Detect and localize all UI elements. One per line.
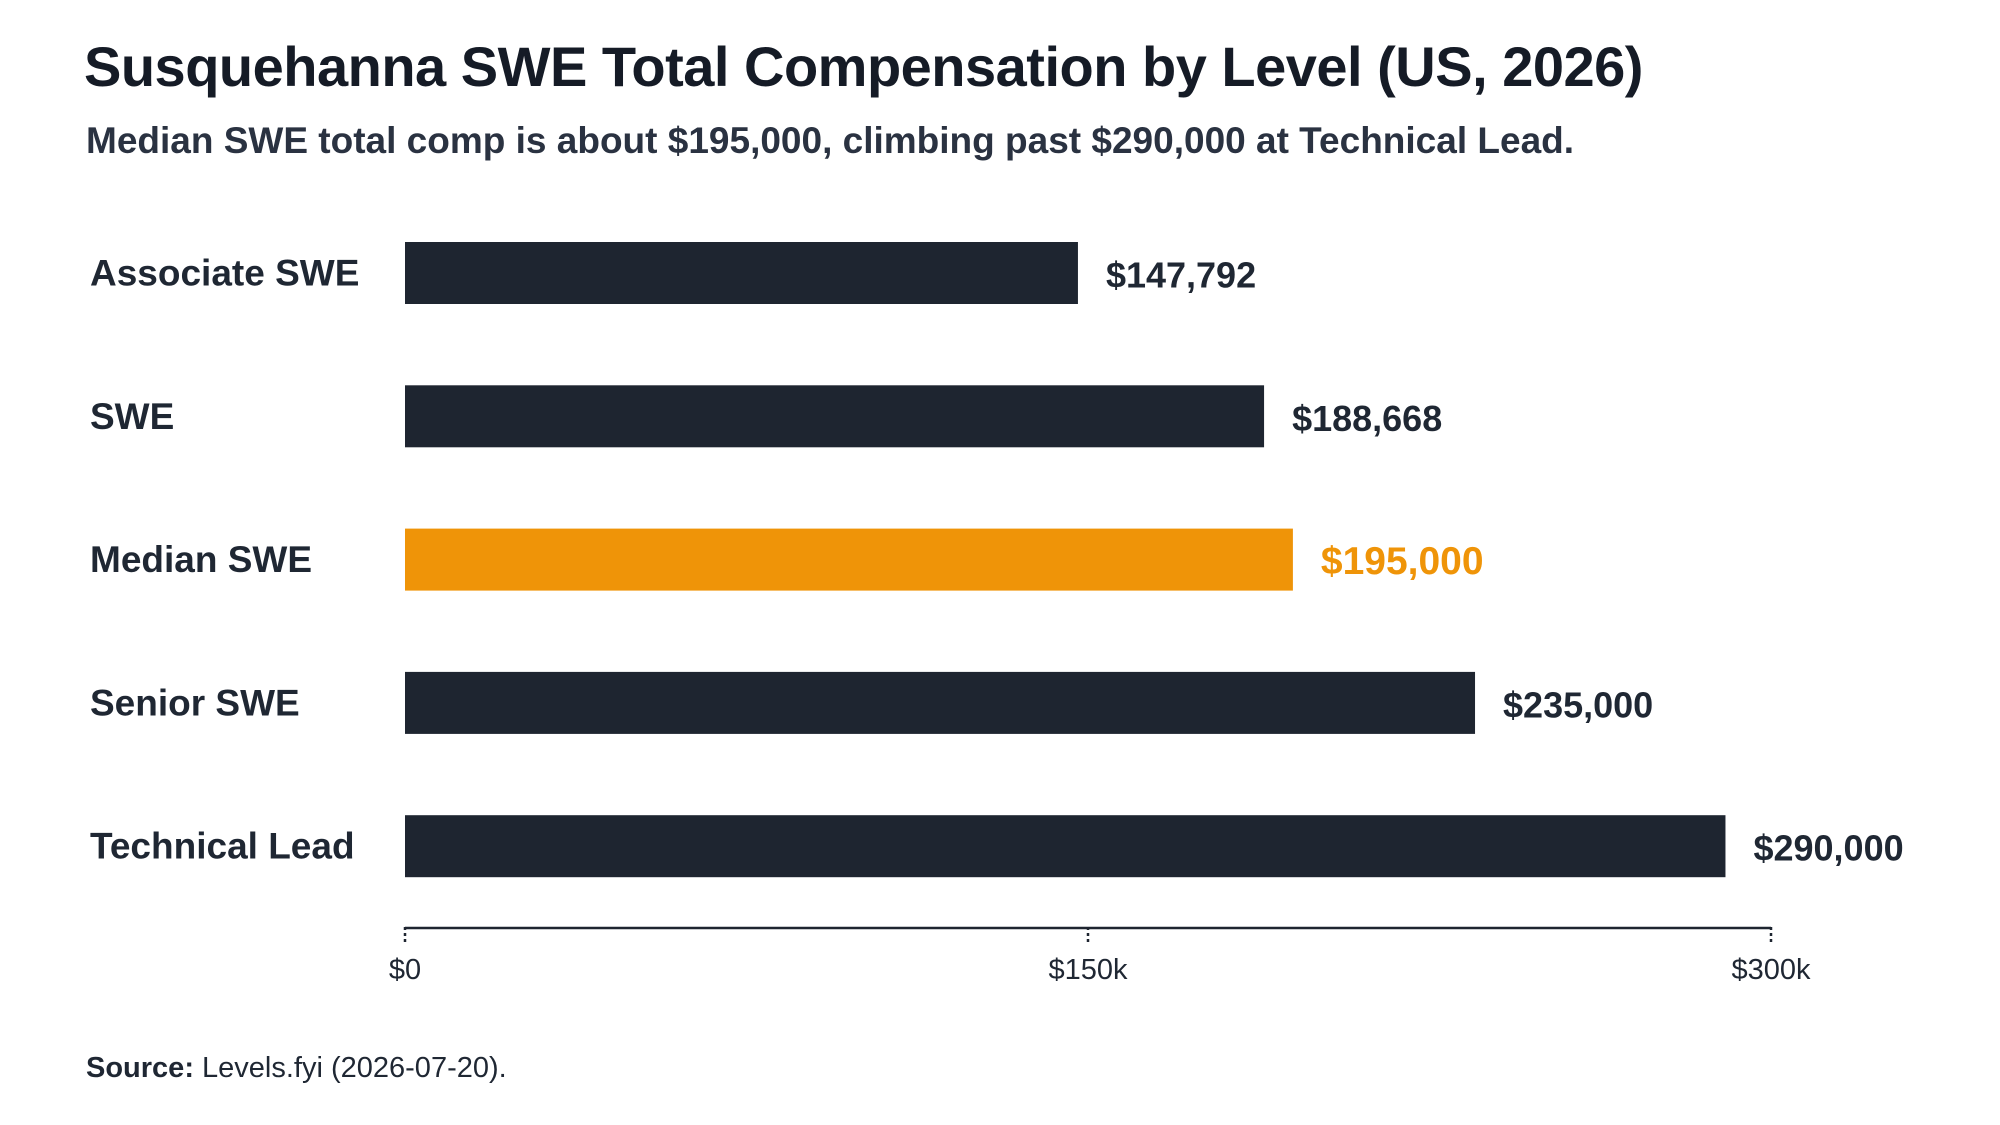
value-label-swe: $188,668 [1292, 398, 1442, 439]
category-label-median-swe: Median SWE [90, 539, 312, 580]
bar-senior-swe [405, 671, 1476, 734]
value-label-associate-swe: $147,792 [1106, 255, 1256, 296]
x-tick-label: $300k [1731, 954, 1811, 986]
value-label-median-swe: $195,000 [1321, 540, 1484, 583]
bar-median-swe [405, 528, 1293, 591]
category-label-associate-swe: Associate SWE [90, 253, 359, 294]
value-label-technical-lead: $290,000 [1753, 828, 1903, 869]
x-tick-label: $0 [389, 954, 421, 986]
source-text: Levels.fyi (2026-07-20). [193, 1052, 507, 1084]
category-label-senior-swe: Senior SWE [90, 682, 300, 723]
category-label-swe: SWE [90, 396, 174, 437]
bar-swe [405, 385, 1265, 448]
bar-technical-lead [405, 815, 1726, 878]
chart-title: Susquehanna SWE Total Compensation by Le… [84, 35, 1643, 98]
value-label-senior-swe: $235,000 [1503, 684, 1653, 725]
source-note: Source: Levels.fyi (2026-07-20). [86, 1052, 507, 1085]
source-label: Source: [86, 1052, 194, 1084]
bar-associate-swe [405, 242, 1078, 304]
chart-subtitle: Median SWE total comp is about $195,000,… [86, 120, 1575, 161]
x-tick-label: $150k [1048, 954, 1128, 986]
category-label-technical-lead: Technical Lead [90, 826, 355, 867]
